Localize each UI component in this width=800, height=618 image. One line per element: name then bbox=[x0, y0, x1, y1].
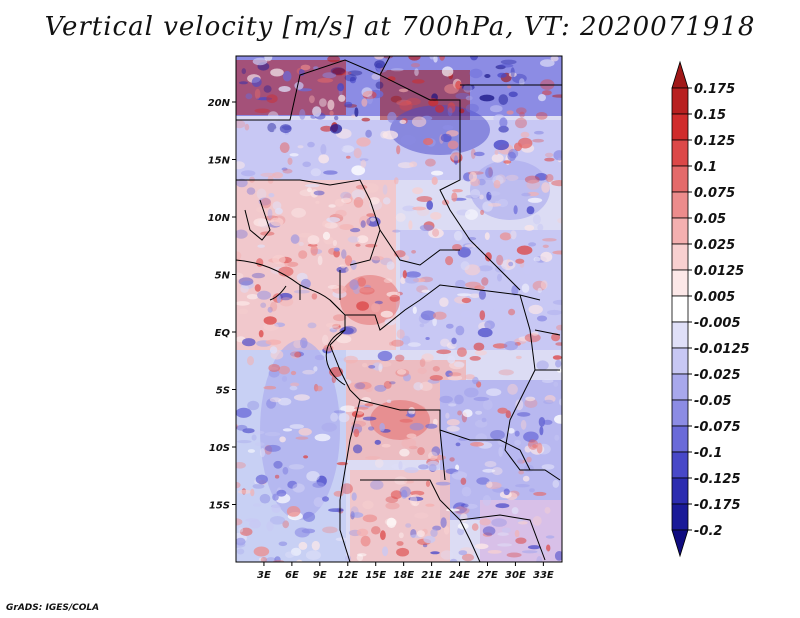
colorbar-label: -0.025 bbox=[694, 368, 741, 383]
lat-tick-label: 20N bbox=[208, 98, 231, 109]
lon-tick-label: 27E bbox=[477, 570, 498, 581]
colorbar-label: -0.005 bbox=[694, 316, 741, 331]
colorbar-label: 0.1 bbox=[694, 160, 717, 175]
colorbar-label: 0.05 bbox=[694, 212, 726, 227]
colorbar-swatch bbox=[671, 477, 689, 505]
map-title: Vertical velocity [m/s] at 700hPa, VT: 2… bbox=[44, 12, 756, 42]
colorbar-label: -0.1 bbox=[694, 446, 722, 461]
colorbar-label: 0.005 bbox=[694, 290, 735, 305]
map-frame bbox=[235, 55, 563, 563]
lat-tick-label: 10N bbox=[208, 213, 231, 224]
lon-tick-label: 18E bbox=[393, 570, 414, 581]
colorbar-label: 0.15 bbox=[694, 108, 726, 123]
colorbar-swatch bbox=[671, 113, 689, 141]
colorbar-label: -0.2 bbox=[694, 524, 722, 539]
colorbar-label: -0.05 bbox=[694, 394, 731, 409]
colorbar: 0.175 0.15 0.125 0.1 0.075 0.05 0.025 0.0125 0.0… bbox=[671, 60, 750, 558]
lat-tick-label: 15S bbox=[209, 501, 230, 512]
colorbar-swatch bbox=[671, 191, 689, 219]
colorbar-swatch bbox=[671, 321, 689, 349]
colorbar-label: -0.175 bbox=[694, 498, 741, 513]
map-panel bbox=[235, 55, 563, 563]
lat-tick-label: 10S bbox=[209, 443, 230, 454]
colorbar-label: 0.125 bbox=[694, 134, 735, 149]
colorbar-label: 0.0125 bbox=[694, 264, 744, 279]
latitude-axis: 20N 15N 10N 5N EQ 5S 10S 15S bbox=[208, 98, 236, 512]
colorbar-label: 0.025 bbox=[694, 238, 735, 253]
colorbar-swatch bbox=[671, 529, 689, 558]
colorbar-swatch bbox=[671, 347, 689, 375]
colorbar-swatch bbox=[671, 243, 689, 271]
colorbar-swatch bbox=[671, 373, 689, 401]
colorbar-swatch bbox=[671, 451, 689, 479]
country-borders bbox=[236, 56, 562, 562]
lon-tick-label: 3E bbox=[257, 570, 271, 581]
colorbar-swatch bbox=[671, 217, 689, 245]
lat-tick-label: EQ bbox=[215, 328, 231, 339]
colorbar-swatch bbox=[671, 60, 689, 89]
colorbar-swatch bbox=[671, 295, 689, 323]
colorbar-label: 0.075 bbox=[694, 186, 735, 201]
lon-tick-label: 12E bbox=[337, 570, 358, 581]
lat-tick-label: 5S bbox=[216, 386, 230, 397]
colorbar-swatch bbox=[671, 399, 689, 427]
colorbar-swatch bbox=[671, 165, 689, 193]
lat-tick-label: 15N bbox=[208, 156, 231, 167]
lon-tick-label: 9E bbox=[313, 570, 327, 581]
lon-tick-label: 6E bbox=[285, 570, 299, 581]
colorbar-swatch bbox=[671, 139, 689, 167]
colorbar-swatch bbox=[671, 503, 689, 531]
longitude-axis: 3E 6E 9E 12E 15E 18E 21E 24E 27E 30E 33E bbox=[257, 562, 554, 581]
colorbar-swatch bbox=[671, 269, 689, 297]
credit-label: GrADS: IGES/COLA bbox=[6, 603, 100, 613]
colorbar-label: 0.175 bbox=[694, 82, 735, 97]
lon-tick-label: 15E bbox=[365, 570, 386, 581]
lat-tick-label: 5N bbox=[215, 271, 231, 282]
lon-tick-label: 24E bbox=[449, 570, 470, 581]
colorbar-label: -0.075 bbox=[694, 420, 741, 435]
colorbar-swatch bbox=[671, 87, 689, 115]
lon-tick-label: 33E bbox=[533, 570, 554, 581]
colorbar-swatch bbox=[671, 425, 689, 453]
colorbar-label: -0.0125 bbox=[694, 342, 750, 357]
lon-tick-label: 30E bbox=[505, 570, 526, 581]
colorbar-label: -0.125 bbox=[694, 472, 741, 487]
lon-tick-label: 21E bbox=[421, 570, 442, 581]
